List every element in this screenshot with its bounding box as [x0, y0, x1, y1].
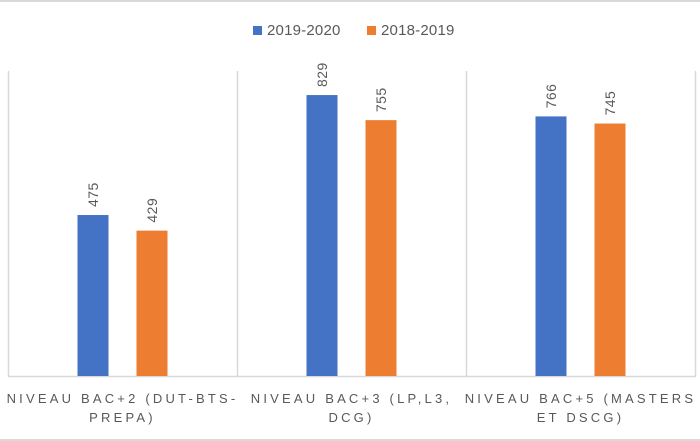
category-label-line: DCG)	[328, 410, 375, 425]
legend: 2019-2020 2018-2019	[0, 19, 700, 41]
data-label: 766	[543, 84, 559, 109]
legend-swatch-orange	[367, 25, 376, 35]
category-label-line: NIVEAU BAC+2 (DUT-BTS-	[6, 391, 239, 406]
category-label: NIVEAU BAC+5 (MASTERS ET DSCG)	[462, 389, 699, 427]
legend-label: 2019-2020	[267, 21, 341, 39]
legend-item-series-1[interactable]: 2018-2019	[367, 19, 455, 41]
data-label: 829	[314, 62, 330, 87]
data-label: 745	[602, 91, 618, 116]
bar-2019-2020-2	[306, 95, 338, 377]
category-label-line: NIVEAU BAC+5 (MASTERS	[464, 391, 697, 406]
data-label: 429	[144, 198, 160, 223]
category-label-line: PREPA)	[89, 410, 156, 425]
bar-2018-2019-3	[594, 123, 626, 377]
category-label-line: ET DSCG)	[536, 410, 625, 425]
bar-2018-2019-2	[365, 120, 397, 376]
top-border	[0, 0, 700, 2]
bar-2019-2020-3	[535, 116, 567, 377]
legend-swatch-blue	[253, 25, 262, 35]
data-label: 755	[373, 87, 389, 112]
category-label: NIVEAU BAC+3 (LP,L3, DCG)	[233, 389, 470, 427]
category-label: NIVEAU BAC+2 (DUT-BTS- PREPA)	[4, 389, 241, 427]
legend-label: 2018-2019	[381, 21, 455, 39]
bar-2019-2020-1	[77, 215, 109, 376]
legend-item-series-0[interactable]: 2019-2020	[253, 19, 341, 41]
bottom-border	[0, 439, 700, 441]
bar-2018-2019-1	[136, 230, 168, 376]
category-label-line: NIVEAU BAC+3 (LP,L3,	[250, 391, 453, 406]
data-label: 475	[85, 182, 101, 207]
